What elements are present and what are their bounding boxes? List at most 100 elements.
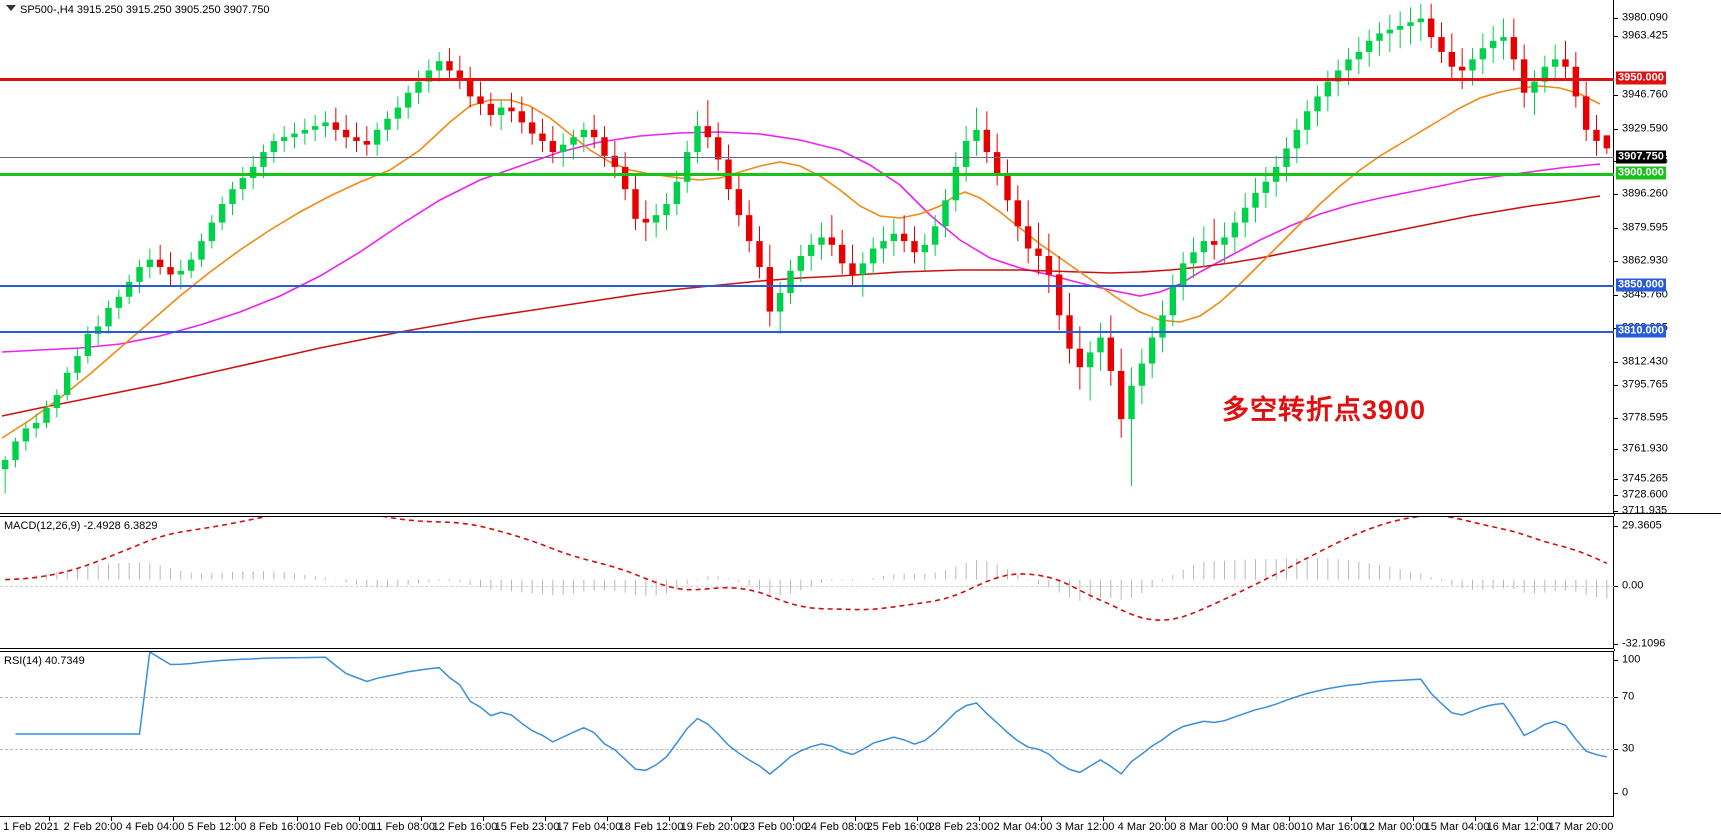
time-tick-label: 10 Feb 00:00 [308, 821, 374, 833]
candle-body [74, 356, 81, 373]
candle-body [239, 178, 247, 190]
axis-tick-mark [1614, 793, 1618, 794]
price-level-tag[interactable]: 3810.000 [1616, 324, 1666, 338]
axis-tick-mark [1614, 194, 1618, 195]
price-level-tag[interactable]: 3950.000 [1616, 71, 1666, 85]
time-tick-mark [1041, 817, 1042, 821]
axis-tick-mark [1614, 526, 1618, 527]
candle-body [1551, 59, 1559, 67]
rsi-tick-label: 30 [1622, 742, 1635, 755]
candle-body [859, 263, 867, 275]
axis-tick-mark [1614, 36, 1618, 37]
candle-body [756, 241, 763, 268]
chart-annotation-text[interactable]: 多空转折点3900 [1222, 395, 1427, 425]
price-level-tag[interactable]: 3850.000 [1616, 278, 1666, 292]
candle-body [1603, 135, 1611, 149]
time-tick-mark [173, 817, 174, 821]
candle-body [1241, 207, 1249, 223]
price-pane[interactable] [0, 0, 1614, 514]
candle-body [1365, 40, 1373, 52]
rsi-pane[interactable] [0, 651, 1614, 817]
candle-body [1582, 96, 1590, 130]
time-tick-mark [669, 817, 670, 821]
candle-body [1489, 40, 1497, 49]
candle-body [818, 237, 825, 245]
candle-body [787, 270, 794, 294]
candle-body [260, 152, 267, 167]
candle-body [1210, 241, 1218, 245]
time-tick-mark [421, 817, 422, 821]
candle-body [528, 122, 536, 134]
candle-body [53, 395, 61, 409]
candle-body [931, 226, 939, 245]
time-tick-mark [1475, 817, 1476, 821]
time-tick-mark [607, 817, 608, 821]
price-level-tag[interactable]: 3907.750 [1616, 150, 1666, 164]
rsi-canvas [15, 652, 1607, 775]
ma-magenta-line [1, 131, 1601, 353]
candle-body [1179, 263, 1187, 286]
candle-body [1262, 181, 1270, 193]
candle-body [270, 140, 278, 153]
candle-body [32, 422, 40, 429]
level-line-3810[interactable] [0, 331, 1614, 333]
time-tick-mark [979, 817, 980, 821]
level-line-3900[interactable] [0, 173, 1614, 176]
candle-body [105, 307, 112, 327]
candle-body [694, 126, 701, 153]
price-tick-label: 3980.090 [1622, 11, 1668, 24]
candle-body [1572, 66, 1580, 97]
candle-body [1086, 352, 1094, 368]
time-tick-mark [235, 817, 236, 821]
candle-body [156, 259, 164, 268]
candle-body [890, 233, 898, 242]
candle-body [187, 259, 195, 271]
macd-pane[interactable] [0, 516, 1614, 649]
candle-body [973, 129, 980, 141]
time-tick-mark [917, 817, 918, 821]
axis-tick-mark [1614, 295, 1618, 296]
candle-body [1004, 174, 1011, 201]
candle-body [1345, 59, 1352, 71]
price-tick-label: 3929.590 [1622, 122, 1668, 135]
time-tick-mark [731, 817, 732, 821]
candle-body [136, 267, 143, 282]
candle-body [218, 204, 226, 223]
candle-body [363, 140, 371, 145]
level-line-3950[interactable] [0, 78, 1614, 81]
price-axis[interactable]: 3980.0903963.4253946.7603929.5903912.925… [1614, 0, 1721, 516]
time-tick-label: 18 Feb 12:00 [618, 821, 684, 833]
price-tick-label: 3862.930 [1622, 254, 1668, 267]
price-level-tag[interactable]: 3900.000 [1616, 166, 1666, 180]
candle-body [869, 248, 877, 264]
candle-body [570, 137, 577, 145]
price-tick-label: 3728.600 [1622, 488, 1668, 501]
time-tick-label: 3 Mar 12:00 [1055, 821, 1115, 833]
macd-tick-label: 0.00 [1622, 579, 1644, 592]
candle-body [745, 215, 753, 242]
rsi-tick-label: 0 [1622, 786, 1629, 799]
time-tick-label: 24 Feb 08:00 [804, 821, 870, 833]
time-axis[interactable]: 1 Feb 2021 2 Feb 20:00 4 Feb 04:00 5 Feb 12… [0, 817, 1614, 839]
axis-tick-mark [1614, 95, 1618, 96]
triangle-down-icon[interactable] [6, 5, 16, 11]
candle-body [280, 137, 288, 141]
candle-body [208, 222, 216, 242]
candle-body [1510, 37, 1518, 60]
candle-body [642, 218, 650, 223]
axis-tick-mark [1614, 362, 1618, 363]
candle-body [1458, 66, 1466, 71]
candle-body [1417, 18, 1425, 23]
candle-body [1117, 370, 1125, 420]
macd-zero-line [0, 586, 1614, 587]
candle-body [415, 81, 422, 93]
candle-body [1531, 81, 1538, 93]
axis-tick-mark [1614, 697, 1618, 698]
price-tick-label: 3761.930 [1622, 442, 1668, 455]
time-tick-mark [297, 817, 298, 821]
candle-body [900, 233, 908, 242]
level-line-3850[interactable] [0, 285, 1614, 287]
candle-body [12, 441, 19, 460]
time-tick-label: 25 Feb 16:00 [866, 821, 932, 833]
rsi-label: RSI(14) 40.7349 [4, 655, 85, 667]
